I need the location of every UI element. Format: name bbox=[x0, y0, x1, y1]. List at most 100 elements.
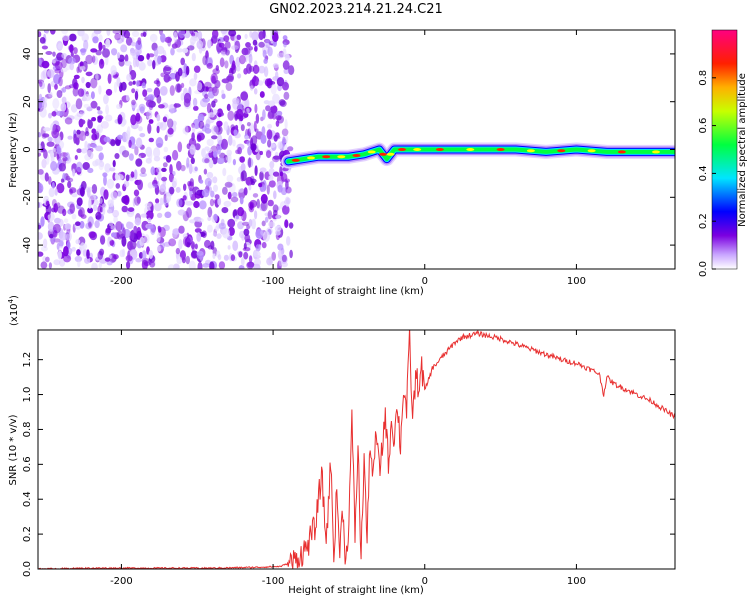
noise-speckle bbox=[192, 97, 198, 107]
noise-speckle bbox=[92, 160, 99, 167]
noise-speckle bbox=[282, 60, 290, 70]
noise-speckle bbox=[41, 100, 48, 109]
noise-speckle bbox=[139, 133, 146, 138]
noise-speckle bbox=[115, 183, 121, 189]
noise-speckle bbox=[56, 202, 61, 209]
noise-speckle bbox=[102, 44, 106, 50]
noise-speckle bbox=[86, 149, 93, 157]
noise-speckle bbox=[71, 193, 78, 198]
noise-speckle bbox=[79, 242, 88, 250]
noise-speckle bbox=[202, 55, 208, 66]
y-tick-label: -40 bbox=[22, 237, 33, 253]
noise-speckle bbox=[245, 42, 251, 48]
noise-speckle bbox=[206, 148, 213, 153]
noise-speckle bbox=[287, 65, 295, 76]
noise-speckle bbox=[246, 107, 250, 114]
noise-speckle bbox=[260, 193, 268, 204]
noise-speckle bbox=[63, 254, 72, 263]
noise-speckle bbox=[204, 81, 212, 90]
noise-speckle bbox=[244, 98, 250, 109]
noise-speckle bbox=[226, 103, 231, 111]
noise-speckle bbox=[262, 109, 266, 120]
noise-speckle bbox=[218, 42, 225, 48]
noise-speckle bbox=[185, 255, 190, 265]
noise-speckle bbox=[38, 183, 44, 194]
noise-speckle bbox=[135, 80, 140, 87]
signal-peak bbox=[587, 149, 596, 153]
signal-peak bbox=[307, 156, 315, 160]
noise-speckle bbox=[213, 150, 218, 158]
noise-region bbox=[38, 30, 295, 269]
noise-speckle bbox=[131, 99, 136, 106]
noise-speckle bbox=[223, 121, 229, 131]
noise-speckle bbox=[156, 232, 161, 243]
noise-speckle bbox=[86, 187, 91, 198]
noise-speckle bbox=[169, 164, 173, 175]
noise-speckle bbox=[216, 120, 223, 127]
noise-speckle bbox=[238, 265, 245, 269]
noise-speckle bbox=[116, 37, 123, 44]
noise-speckle bbox=[49, 233, 54, 239]
noise-speckle bbox=[176, 48, 184, 53]
noise-speckle bbox=[113, 215, 118, 224]
noise-speckle bbox=[41, 45, 49, 50]
noise-speckle bbox=[38, 232, 43, 240]
noise-speckle bbox=[254, 210, 258, 220]
noise-speckle bbox=[206, 138, 214, 147]
noise-speckle bbox=[105, 104, 109, 115]
noise-speckle bbox=[237, 73, 242, 79]
noise-speckle bbox=[69, 62, 74, 71]
noise-speckle bbox=[114, 153, 120, 159]
noise-speckle bbox=[207, 224, 213, 233]
noise-speckle bbox=[85, 81, 91, 89]
noise-speckle bbox=[190, 250, 199, 259]
noise-speckle bbox=[189, 219, 196, 224]
x-tick-label: -100 bbox=[262, 576, 285, 587]
noise-speckle bbox=[162, 116, 168, 123]
noise-speckle bbox=[106, 178, 115, 189]
noise-speckle bbox=[47, 136, 53, 142]
noise-speckle bbox=[258, 182, 263, 188]
noise-speckle bbox=[52, 51, 56, 57]
noise-speckle bbox=[217, 134, 223, 145]
noise-speckle bbox=[275, 120, 280, 127]
noise-speckle bbox=[194, 243, 198, 250]
snr-xlabel: Height of straight line (km) bbox=[288, 585, 424, 596]
signal-peak bbox=[435, 148, 444, 151]
noise-speckle bbox=[191, 122, 195, 128]
signal-peak bbox=[466, 148, 475, 151]
noise-speckle bbox=[60, 102, 67, 112]
signal-peak bbox=[398, 148, 406, 151]
noise-speckle bbox=[248, 255, 253, 264]
noise-speckle bbox=[62, 34, 70, 41]
noise-speckle bbox=[38, 57, 42, 66]
noise-speckle bbox=[77, 88, 85, 97]
noise-speckle bbox=[79, 61, 84, 68]
noise-speckle bbox=[138, 61, 146, 71]
noise-speckle bbox=[79, 186, 85, 197]
x-tick-label: 0 bbox=[422, 576, 428, 587]
noise-speckle bbox=[125, 174, 130, 182]
noise-speckle bbox=[123, 194, 130, 206]
noise-speckle bbox=[262, 49, 267, 58]
noise-speckle bbox=[239, 196, 244, 205]
noise-speckle bbox=[117, 134, 123, 140]
noise-speckle bbox=[255, 244, 261, 252]
noise-speckle bbox=[84, 131, 90, 137]
noise-speckle bbox=[133, 189, 140, 197]
noise-speckle bbox=[84, 257, 91, 264]
noise-speckle bbox=[169, 103, 175, 115]
noise-speckle bbox=[164, 211, 172, 219]
noise-speckle bbox=[202, 97, 211, 103]
noise-speckle bbox=[212, 232, 217, 237]
noise-speckle bbox=[198, 200, 207, 210]
y-tick-label: 0 bbox=[22, 146, 33, 152]
noise-speckle bbox=[109, 239, 115, 246]
noise-speckle bbox=[80, 48, 86, 56]
noise-speckle bbox=[64, 223, 72, 230]
noise-speckle bbox=[281, 128, 289, 137]
noise-speckle bbox=[220, 138, 228, 150]
noise-speckle bbox=[156, 94, 162, 104]
noise-speckle bbox=[201, 148, 206, 158]
